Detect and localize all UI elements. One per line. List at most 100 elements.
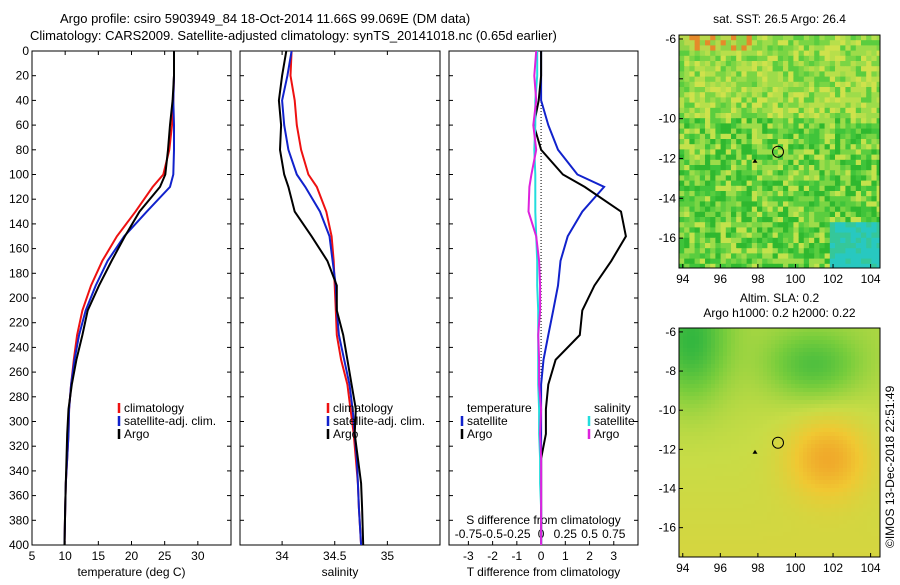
map-cell (721, 71, 727, 77)
map-cell (815, 436, 820, 441)
map-cell (719, 408, 724, 413)
map-cell (866, 92, 872, 98)
map-cell (871, 364, 876, 369)
map-cell (683, 344, 688, 349)
map-cell (775, 368, 780, 373)
map-cell (845, 248, 851, 254)
map-cell (691, 400, 696, 405)
map-cell (759, 360, 764, 365)
map-cell (703, 488, 708, 493)
map-cell (771, 492, 776, 497)
map-cell (705, 217, 711, 223)
map-cell (847, 484, 852, 489)
map-cell (851, 113, 857, 119)
map-cell (736, 259, 742, 265)
map-cell (855, 512, 860, 517)
map-cell (715, 165, 721, 171)
map-cell (835, 87, 841, 93)
map-cell (767, 548, 772, 553)
map-cell (684, 139, 690, 145)
map-cell (804, 97, 810, 103)
map-cell (839, 528, 844, 533)
map-cell (871, 444, 876, 449)
map-cell (775, 552, 780, 557)
map-cell (827, 480, 832, 485)
map-cell (679, 360, 684, 365)
map-cell (843, 396, 848, 401)
map-cell (811, 404, 816, 409)
x-tick-label: 3 (610, 549, 617, 563)
map-cell (719, 484, 724, 489)
map-cell (795, 548, 800, 553)
map-cell (823, 392, 828, 397)
map-cell (825, 40, 831, 46)
map-cell (687, 340, 692, 345)
map-cell (779, 364, 784, 369)
map-cell (778, 160, 784, 166)
map-cell (721, 186, 727, 192)
map-cell (835, 428, 840, 433)
map-cell (731, 428, 736, 433)
map-cell (721, 212, 727, 218)
map-cell (727, 540, 732, 545)
map-cell (839, 500, 844, 505)
map-cell (871, 129, 877, 135)
map-cell (731, 360, 736, 365)
map-cell (783, 476, 788, 481)
map-cell (747, 380, 752, 385)
map-cell (807, 400, 812, 405)
map-cell (763, 552, 768, 557)
map-cell (735, 520, 740, 525)
map-cell (727, 468, 732, 473)
map-cell (811, 520, 816, 525)
map-cell (755, 516, 760, 521)
map-cell (727, 512, 732, 517)
map-cell (683, 424, 688, 429)
map-cell (710, 170, 716, 176)
map-cell (747, 412, 752, 417)
map-cell (840, 77, 846, 83)
map-cell (839, 448, 844, 453)
map-cell (752, 40, 758, 46)
map-cell (859, 496, 864, 501)
map-cell (827, 500, 832, 505)
map-cell (695, 340, 700, 345)
map-cell (773, 165, 779, 171)
map-cell (819, 516, 824, 521)
map-cell (773, 175, 779, 181)
map-cell (823, 372, 828, 377)
map-cell (736, 201, 742, 207)
map-cell (827, 360, 832, 365)
map-cell (747, 456, 752, 461)
map-cell (847, 392, 852, 397)
map-cell (689, 207, 695, 213)
map-cell (736, 160, 742, 166)
map-cell (851, 524, 856, 529)
map-cell (840, 175, 846, 181)
map-cell (751, 340, 756, 345)
map-cell (799, 544, 804, 549)
map-cell (763, 380, 768, 385)
map-cell (814, 186, 820, 192)
map-cell (743, 516, 748, 521)
map-cell (699, 496, 704, 501)
map-cell (811, 364, 816, 369)
map-cell (807, 428, 812, 433)
map-cell (807, 328, 812, 333)
map-cell (803, 500, 808, 505)
map-cell (757, 118, 763, 124)
map-cell (803, 356, 808, 361)
x-tick-label: 34 (275, 549, 289, 563)
map-cell (726, 259, 732, 265)
map-cell (851, 472, 856, 477)
map-cell (731, 222, 737, 228)
map-cell (695, 516, 700, 521)
map-cell (783, 134, 789, 140)
map-cell (775, 348, 780, 353)
map-cell (814, 175, 820, 181)
map-cell (835, 340, 840, 345)
map-cell (684, 207, 690, 213)
map-cell (863, 516, 868, 521)
map-cell (767, 460, 772, 465)
map-cell (791, 336, 796, 341)
